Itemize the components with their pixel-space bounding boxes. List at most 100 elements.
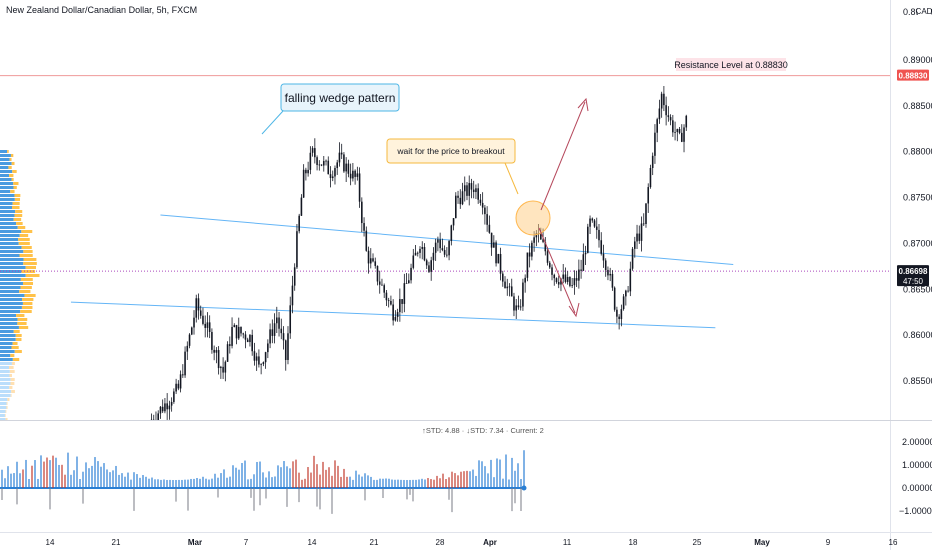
vp-bar-blue [0, 194, 15, 197]
pattern-callout[interactable]: falling wedge pattern [261, 83, 400, 135]
candle [378, 270, 381, 294]
vp-bar-orange [22, 302, 33, 305]
candle [231, 317, 233, 349]
time-axis[interactable]: 14 21 Mar 7 14 21 28 Apr 11 18 25 May 9 16 [46, 538, 898, 547]
vp-bar-blue [0, 250, 24, 253]
candle [475, 184, 477, 199]
date-tick: 7 [244, 538, 249, 547]
vp-bar-blue [0, 326, 19, 329]
trendline-upper[interactable] [160, 214, 734, 266]
candle [403, 273, 406, 313]
resistance-label: Resistance Level at 0.88830 [674, 60, 788, 70]
date-tick: 28 [436, 538, 445, 547]
vp-bar-orange [19, 254, 33, 257]
candle [356, 166, 359, 181]
candle [305, 167, 307, 181]
vp-bar-orange [4, 414, 6, 417]
candle [376, 265, 379, 286]
vp-bar-orange [11, 362, 15, 365]
vp-bar-orange [10, 378, 15, 381]
date-tick: 25 [693, 538, 702, 547]
vp-bar-orange [9, 174, 14, 177]
vp-bar-orange [9, 370, 15, 373]
candle [331, 170, 334, 182]
indicator-axis: 2.00000 1.00000 0.00000 −1.00000 [899, 437, 932, 516]
candle [157, 410, 160, 420]
breakout-callout[interactable]: wait for the price to breakout [386, 138, 519, 195]
candle [486, 206, 488, 232]
vp-bar-blue [0, 358, 13, 361]
vp-bar-blue [0, 398, 8, 401]
candle [204, 315, 206, 338]
candle [175, 378, 177, 395]
last-price-badge: 0.86698 47:50 [897, 265, 929, 287]
candle [327, 156, 330, 175]
currency-button[interactable]: CAD [916, 5, 932, 16]
candle [316, 155, 318, 171]
projection-arrows[interactable] [538, 97, 589, 318]
breakout-circle[interactable] [515, 200, 551, 236]
candle [526, 252, 529, 282]
candle [674, 121, 676, 141]
candle [211, 328, 213, 354]
vp-bar-blue [0, 166, 9, 169]
candle [152, 414, 155, 420]
candle [587, 223, 589, 254]
candle [656, 117, 658, 143]
candle [267, 339, 269, 359]
candle [309, 146, 312, 175]
vp-bar-orange [24, 294, 36, 297]
candle [193, 310, 195, 335]
candle [602, 244, 605, 268]
vp-bar-blue [0, 150, 8, 153]
vp-bar-blue [0, 342, 13, 345]
candle [663, 86, 665, 112]
candle [508, 283, 511, 297]
candle [298, 213, 300, 234]
vp-bar-orange [8, 366, 14, 369]
candle [428, 261, 430, 273]
vp-bar-orange [6, 406, 8, 409]
candle [466, 181, 468, 201]
vp-bar-orange [18, 238, 30, 241]
vp-bar-blue [0, 282, 23, 285]
vp-bar-blue [0, 378, 11, 381]
vp-bar-blue [0, 242, 19, 245]
vp-bar-blue [0, 254, 20, 257]
vp-bar-orange [16, 222, 23, 225]
candle [459, 189, 462, 209]
candle [383, 283, 385, 298]
candle [510, 278, 513, 297]
candle [224, 360, 227, 382]
candle [208, 315, 211, 339]
vp-bar-blue [0, 174, 10, 177]
candle [557, 275, 560, 289]
vp-bar-blue [0, 306, 22, 309]
candle [443, 245, 446, 258]
vp-bar-blue [0, 382, 11, 385]
candle [627, 286, 629, 293]
date-tick: 9 [826, 538, 831, 547]
candle [595, 217, 598, 239]
svg-text:0.88830: 0.88830 [899, 72, 928, 81]
vp-bar-blue [0, 298, 23, 301]
candle [575, 270, 578, 288]
vp-bar-blue [0, 238, 19, 241]
candle [186, 341, 189, 360]
candle [546, 247, 549, 266]
candle [678, 127, 681, 135]
candle [618, 314, 620, 330]
candle [600, 232, 603, 256]
resistance-callout[interactable]: Resistance Level at 0.88830 [674, 58, 788, 71]
vp-bar-blue [0, 234, 20, 237]
candle [582, 243, 585, 271]
vp-bar-blue [0, 214, 15, 217]
candle [410, 263, 412, 284]
candle [197, 293, 200, 320]
candle [569, 276, 571, 288]
